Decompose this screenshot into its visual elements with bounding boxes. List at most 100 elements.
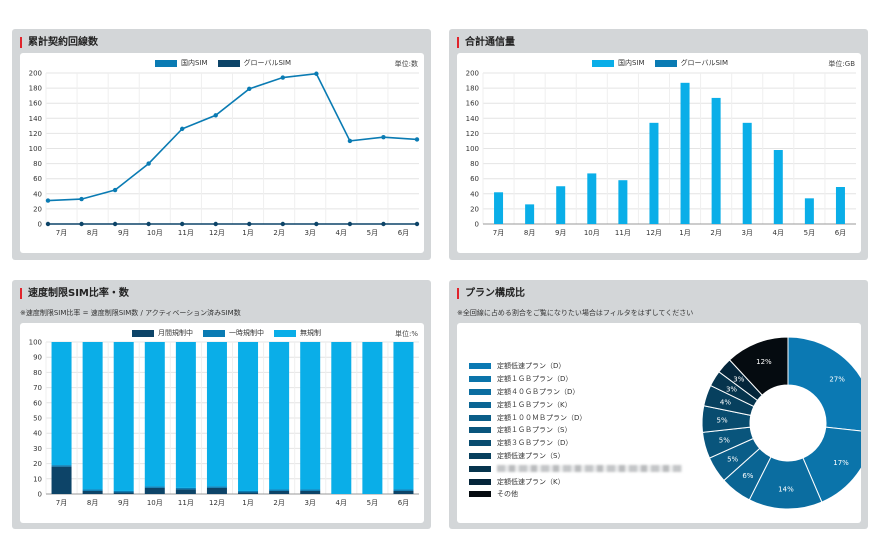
slice-label: 5% <box>727 455 738 463</box>
x-tick-label: 6月 <box>835 229 846 237</box>
legend-label: 定額１ＧＢプラン（D） <box>497 375 573 384</box>
y-tick-label: 40 <box>33 190 42 198</box>
bar-segment <box>300 490 321 494</box>
plan-legend-item[interactable]: 定額１ＧＢプラン（K） <box>469 398 682 411</box>
bar-segment <box>393 489 414 491</box>
bar-segment <box>393 342 414 490</box>
slice-label: 3% <box>733 375 744 383</box>
x-tick-label: 1月 <box>679 229 690 237</box>
legend-label: 定額４０ＧＢプラン（D） <box>497 387 580 396</box>
plan-legend-item[interactable]: 定額低速プラン（S） <box>469 450 682 463</box>
y-tick-label: 100 <box>29 339 42 347</box>
data-point <box>280 221 286 227</box>
y-tick-label: 80 <box>33 369 42 377</box>
data-point <box>414 221 420 227</box>
redacted-label <box>497 465 682 473</box>
bar <box>742 122 752 224</box>
bar-segment <box>393 490 414 494</box>
bar-segment <box>51 466 72 494</box>
legend-swatch <box>469 401 491 408</box>
plan-legend-item[interactable]: その他 <box>469 488 682 501</box>
legend-item[interactable]: 一時規制中 <box>203 328 264 338</box>
limit-unit: 単位:% <box>394 330 418 338</box>
legend-item[interactable]: 月間規制中 <box>132 328 193 338</box>
bar-segment <box>144 486 165 488</box>
bar-segment <box>144 342 165 487</box>
legend-swatch <box>469 427 491 434</box>
data-point <box>45 221 51 227</box>
y-tick-label: 70 <box>33 384 42 392</box>
contracts-line-chart: 0 20 40 60 80 100 120 140 160 180 200 7月 8月 9月 10月 11月 1… <box>29 70 420 237</box>
data-point <box>381 221 386 227</box>
legend-swatch <box>469 388 491 395</box>
x-tick-label: 7月 <box>493 229 504 237</box>
x-tick-label: 9月 <box>118 229 129 237</box>
plan-legend-item[interactable]: 定額１ＧＢプラン（S） <box>469 424 682 437</box>
legend-item[interactable]: グローバルSIM <box>217 58 291 68</box>
bar-segment <box>113 492 134 494</box>
data-point <box>314 71 319 76</box>
limit-legend: 月間規制中 一時規制中 無規制 <box>132 328 331 338</box>
x-tick-label: 7月 <box>56 229 67 237</box>
slice-label: 27% <box>829 375 845 383</box>
plan-legend-item[interactable]: 定額低速プラン（K） <box>469 475 682 488</box>
x-tick-label: 3月 <box>304 229 315 237</box>
contracts-legend: 国内SIM グローバルSIM <box>155 58 301 68</box>
x-tick-label: 8月 <box>87 499 98 507</box>
legend-item[interactable]: 無規制 <box>274 328 321 338</box>
plan-legend-item[interactable]: 定額低速プラン（D） <box>469 360 682 373</box>
x-tick-label: 10月 <box>584 229 600 237</box>
data-point <box>179 126 185 132</box>
bar <box>618 180 628 224</box>
legend-label: 定額低速プラン（S） <box>497 451 565 460</box>
x-tick-label: 12月 <box>209 229 225 237</box>
plan-panel: プラン構成比 ※全回線に占める割合をご覧になりたい場合はフィルタをはずしてくださ… <box>449 280 868 529</box>
legend-label: 定額低速プラン（K） <box>497 477 565 486</box>
bar-segment <box>206 487 227 494</box>
x-tick-label: 4月 <box>336 229 347 237</box>
bar-segment <box>51 342 72 466</box>
x-tick-label: 8月 <box>524 229 535 237</box>
traffic-title: 合計通信量 <box>457 37 515 48</box>
slice-label: 3% <box>726 385 737 393</box>
slice-label: 4% <box>720 398 731 406</box>
legend-item[interactable]: 国内SIM <box>155 58 208 68</box>
slice-label: 6% <box>742 472 753 480</box>
traffic-legend: 国内SIM グローバルSIM <box>592 58 738 68</box>
y-tick-label: 140 <box>29 115 42 123</box>
plan-legend-item[interactable] <box>469 462 682 475</box>
slice-label: 14% <box>778 485 794 493</box>
y-tick-label: 20 <box>33 460 42 468</box>
data-point <box>381 134 386 140</box>
plan-chart-card: 定額低速プラン（D） 定額１ＧＢプラン（D） 定額４０ＧＢプラン（D） 定額１Ｇ… <box>457 323 861 523</box>
legend-swatch <box>469 414 491 421</box>
bar <box>711 97 721 224</box>
legend-item[interactable]: グローバルSIM <box>654 58 728 68</box>
y-tick-label: 120 <box>466 130 479 138</box>
y-tick-label: 60 <box>33 175 42 183</box>
bar-segment <box>206 486 227 488</box>
legend-item[interactable]: 国内SIM <box>592 58 645 68</box>
x-tick-label: 11月 <box>178 499 194 507</box>
bar-segment <box>51 465 72 467</box>
contracts-unit: 単位:数 <box>394 60 418 68</box>
x-tick-label: 9月 <box>118 499 129 507</box>
slice-label: 5% <box>717 416 728 424</box>
y-tick-label: 100 <box>466 145 479 153</box>
bar-segment <box>331 342 352 494</box>
legend-label: 定額低速プラン（D） <box>497 362 566 371</box>
x-tick-label: 5月 <box>367 229 378 237</box>
plan-legend-item[interactable]: 定額４０ＧＢプラン（D） <box>469 386 682 399</box>
plan-legend-item[interactable]: 定額１ＧＢプラン（D） <box>469 373 682 386</box>
contracts-chart-card: 国内SIM グローバルSIM 単位:数 0 20 40 60 80 100 120 140 16… <box>20 53 424 253</box>
plan-legend-item[interactable]: 定額３ＧＢプラン（D） <box>469 437 682 450</box>
legend-swatch <box>469 376 491 383</box>
traffic-bar-chart: 0 20 40 60 80 100 120 140 160 180 200 7月 8月 9月 10月 11月 1… <box>466 70 856 237</box>
x-tick-label: 4月 <box>773 229 784 237</box>
legend-label: 無規制 <box>300 329 321 337</box>
bar-segment <box>300 489 321 491</box>
bar-segment <box>238 490 259 493</box>
donut-slice <box>787 336 861 432</box>
limit-title: 速度制限SIM比率・数 <box>20 288 129 299</box>
plan-legend-item[interactable]: 定額１００ＭＢプラン（D） <box>469 411 682 424</box>
